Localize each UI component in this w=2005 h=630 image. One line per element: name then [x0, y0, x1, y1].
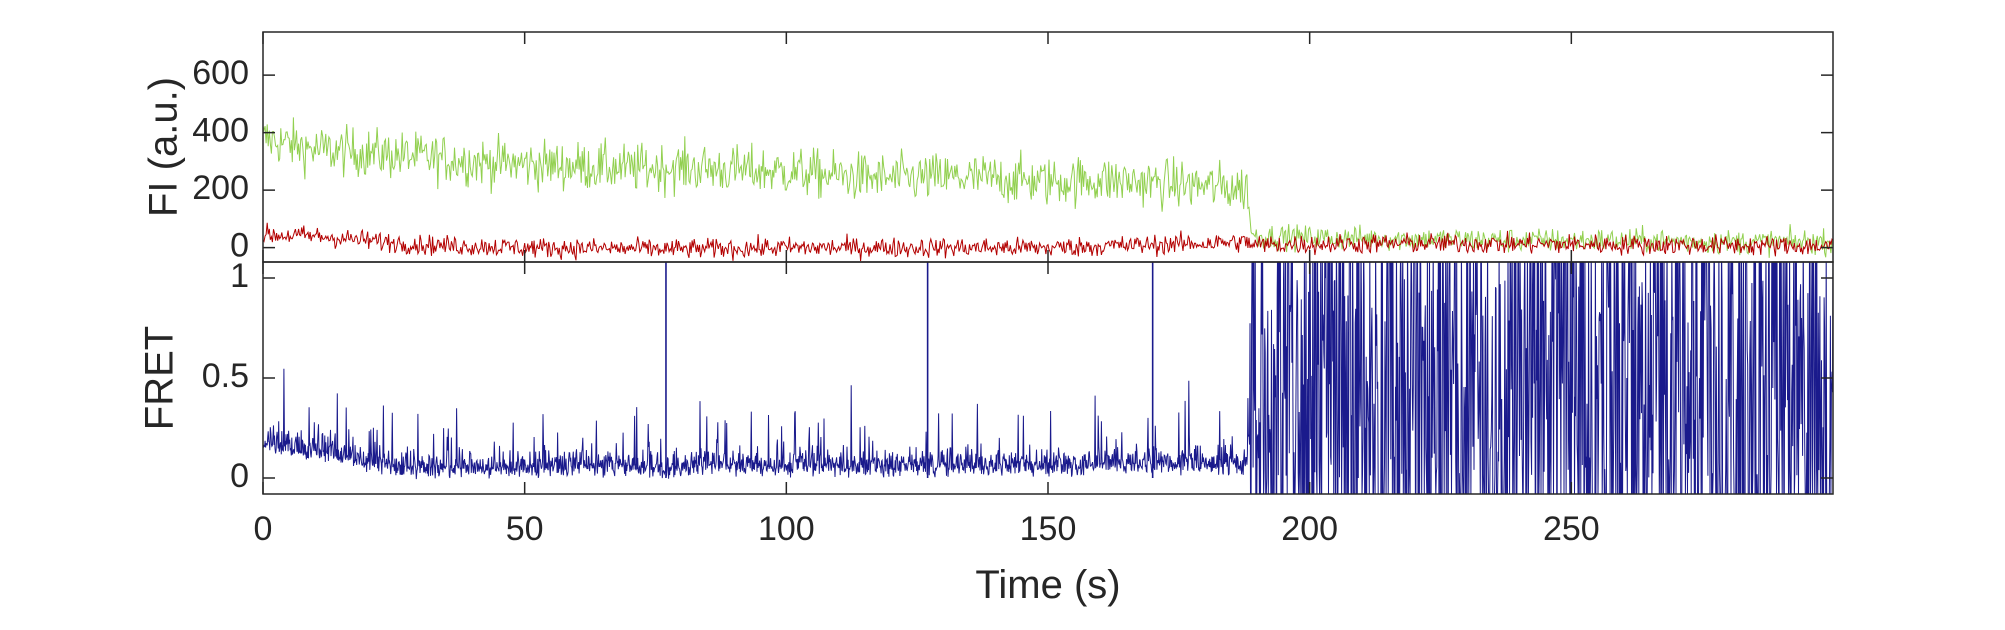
bottom-y-axis-label: FRET	[138, 326, 182, 430]
y-tick-label: 600	[192, 54, 249, 92]
donor-trace	[263, 117, 1833, 258]
x-tick-label: 50	[506, 510, 544, 548]
y-tick-label: 1	[230, 257, 249, 295]
top-axes-frame	[262, 31, 1834, 263]
acceptor-trace	[263, 222, 1833, 262]
top-plot-area	[263, 117, 1833, 262]
x-tick-label: 200	[1281, 510, 1338, 548]
y-tick-label: 0	[230, 227, 249, 265]
x-axis-label: Time (s)	[975, 563, 1120, 607]
x-tick-label: 150	[1020, 510, 1077, 548]
top-y-axis-label: FI (a.u.)	[142, 77, 186, 217]
x-tick-label: 250	[1543, 510, 1600, 548]
bottom-plot-area	[263, 262, 1833, 494]
y-tick-label: 0	[230, 457, 249, 495]
x-tick-label: 100	[758, 510, 815, 548]
fret-trace	[263, 262, 1833, 494]
y-tick-label: 0.5	[202, 357, 249, 395]
x-tick-label: 0	[254, 510, 273, 548]
y-tick-label: 400	[192, 112, 249, 150]
y-tick-label: 200	[192, 169, 249, 207]
